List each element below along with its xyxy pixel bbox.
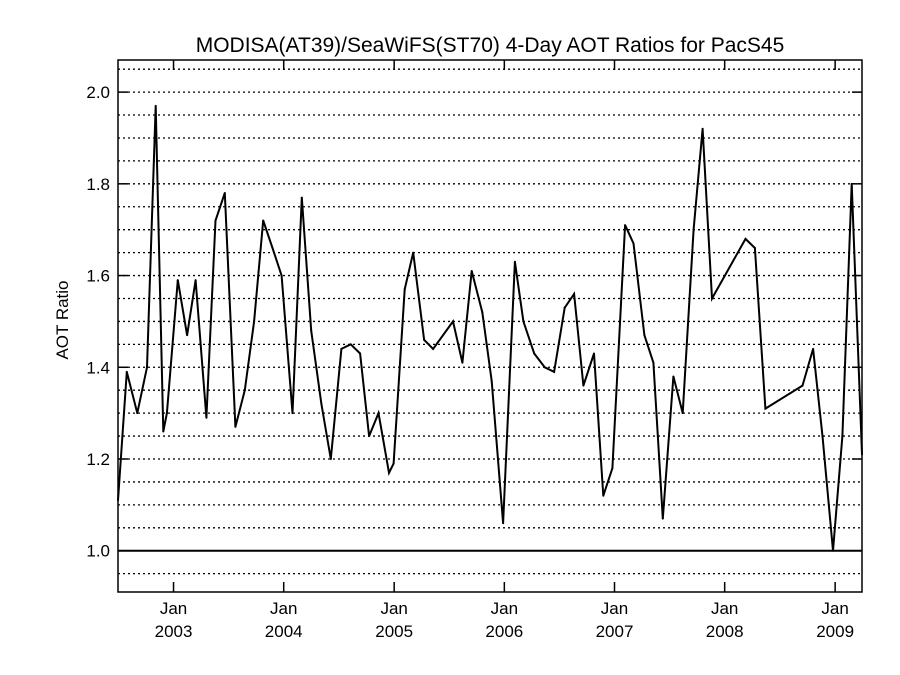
data-point bbox=[432, 347, 435, 350]
data-point bbox=[533, 352, 536, 355]
y-tick-label: 1.6 bbox=[86, 267, 110, 286]
data-point bbox=[681, 412, 684, 415]
x-tick-year: 2009 bbox=[816, 622, 854, 641]
data-point bbox=[632, 242, 635, 245]
data-point bbox=[423, 338, 426, 341]
data-point bbox=[672, 375, 675, 378]
data-point bbox=[291, 412, 294, 415]
x-tick-year: 2004 bbox=[265, 622, 303, 641]
y-tick-label: 1.4 bbox=[86, 358, 110, 377]
data-point bbox=[801, 384, 804, 387]
y-tick-label: 1.0 bbox=[86, 542, 110, 561]
data-point bbox=[412, 251, 415, 254]
x-tick-month: Jan bbox=[270, 599, 297, 618]
data-point bbox=[349, 343, 352, 346]
data-point bbox=[136, 412, 139, 415]
y-axis-label: AOT Ratio bbox=[53, 280, 72, 359]
data-point bbox=[271, 247, 274, 250]
data-point bbox=[812, 347, 815, 350]
x-axis-ticks: Jan 2003 Jan 2004 Jan 2005 Jan 2006 Jan 2007 Jan 20… bbox=[155, 60, 854, 641]
data-point bbox=[125, 370, 128, 373]
data-point bbox=[234, 425, 237, 428]
data-point bbox=[340, 347, 343, 350]
x-tick-month: Jan bbox=[821, 599, 848, 618]
data-point bbox=[490, 380, 493, 383]
series-points bbox=[117, 104, 863, 552]
data-point bbox=[582, 384, 585, 387]
data-point bbox=[329, 458, 332, 460]
data-point bbox=[154, 104, 157, 107]
data-point bbox=[692, 228, 695, 231]
data-point bbox=[522, 320, 525, 323]
x-tick-year: 2008 bbox=[706, 622, 744, 641]
y-tick-label: 2.0 bbox=[86, 83, 110, 102]
data-point bbox=[513, 260, 516, 263]
x-tick-year: 2006 bbox=[485, 622, 523, 641]
data-point bbox=[194, 279, 197, 282]
data-point bbox=[832, 549, 835, 552]
data-point bbox=[764, 407, 767, 410]
y-axis-ticks: 1.0 1.2 1.4 1.6 1.8 2.0 bbox=[86, 83, 862, 561]
x-tick-year: 2003 bbox=[155, 622, 193, 641]
data-point bbox=[624, 224, 627, 227]
data-point bbox=[392, 462, 395, 465]
data-point bbox=[359, 352, 362, 355]
data-point bbox=[563, 306, 566, 309]
data-point bbox=[710, 297, 713, 300]
data-point bbox=[652, 361, 655, 364]
data-point bbox=[744, 237, 747, 240]
data-point bbox=[502, 522, 505, 525]
data-point bbox=[253, 320, 256, 323]
gridlines bbox=[118, 68, 862, 575]
y-tick-label: 1.8 bbox=[86, 175, 110, 194]
x-tick-year: 2005 bbox=[375, 622, 413, 641]
plot-frame bbox=[117, 59, 863, 593]
x-tick-month: Jan bbox=[601, 599, 628, 618]
data-point bbox=[643, 334, 646, 337]
data-point bbox=[176, 279, 179, 282]
series-line bbox=[117, 105, 863, 551]
data-point bbox=[573, 292, 576, 295]
data-point bbox=[701, 127, 704, 130]
data-point bbox=[310, 329, 313, 332]
data-point bbox=[368, 435, 371, 438]
data-point bbox=[470, 269, 473, 272]
data-point bbox=[145, 366, 148, 369]
data-point bbox=[481, 311, 484, 314]
chart-title: MODISA(AT39)/SeaWiFS(ST70) 4-Day AOT Rat… bbox=[196, 34, 785, 57]
data-point bbox=[553, 370, 556, 373]
data-point bbox=[280, 274, 283, 277]
data-point bbox=[165, 412, 168, 415]
data-point bbox=[461, 361, 464, 364]
data-point bbox=[592, 352, 595, 355]
data-point bbox=[850, 182, 853, 185]
x-tick-year: 2007 bbox=[596, 622, 634, 641]
data-point bbox=[602, 494, 605, 497]
data-point bbox=[223, 192, 226, 194]
data-point bbox=[753, 247, 756, 250]
data-point bbox=[388, 471, 391, 474]
y-tick-label: 1.2 bbox=[86, 450, 110, 469]
data-point bbox=[661, 517, 664, 520]
data-point bbox=[162, 430, 165, 433]
data-point bbox=[821, 435, 824, 438]
data-point bbox=[543, 366, 546, 369]
data-point bbox=[841, 435, 844, 438]
data-point bbox=[403, 288, 406, 291]
data-point bbox=[320, 402, 323, 405]
data-point bbox=[262, 219, 265, 222]
x-tick-month: Jan bbox=[711, 599, 738, 618]
data-point bbox=[300, 196, 303, 199]
data-point bbox=[214, 219, 217, 222]
x-tick-month: Jan bbox=[160, 599, 187, 618]
x-tick-month: Jan bbox=[380, 599, 407, 618]
data-point bbox=[205, 416, 208, 419]
data-point bbox=[186, 334, 189, 337]
data-point bbox=[377, 412, 380, 415]
data-point bbox=[611, 467, 614, 470]
data-point bbox=[243, 389, 246, 392]
data-point bbox=[452, 320, 455, 323]
x-tick-month: Jan bbox=[491, 599, 518, 618]
